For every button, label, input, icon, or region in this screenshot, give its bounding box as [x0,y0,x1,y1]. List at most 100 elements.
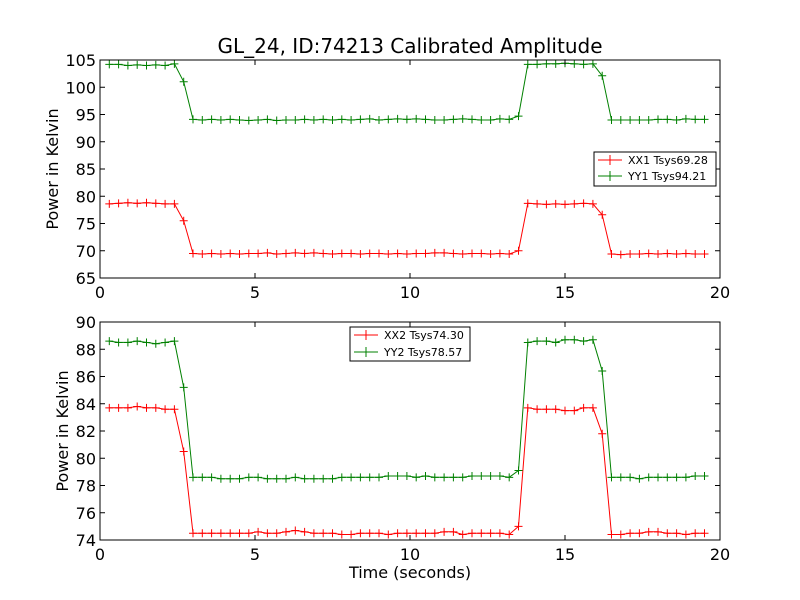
data-point [105,403,114,412]
data-point [616,250,625,259]
data-point [319,249,328,258]
data-point [449,115,458,124]
data-point [588,199,597,208]
y-tick-label: 75 [76,215,96,234]
data-point [384,471,393,480]
data-point [570,406,579,415]
data-point [365,114,374,123]
data-point [347,530,356,539]
y-tick-label: 95 [76,106,96,125]
data-point [356,250,365,259]
data-point [588,335,597,344]
data-point [142,338,151,347]
data-point [523,199,532,208]
top-chart-y-axis-label: Power in Kelvin [43,108,62,229]
data-point [402,250,411,259]
data-point [477,249,486,258]
data-point [486,529,495,538]
data-point [189,473,197,482]
data-point [328,474,337,483]
data-point [161,405,170,414]
data-point [514,466,523,475]
data-point [691,115,700,124]
data-point [272,474,281,483]
data-point [384,530,393,539]
data-point [365,473,374,482]
y-tick-label: 80 [76,187,96,206]
data-point [505,115,514,124]
y-tick-label: 85 [76,160,96,179]
data-point [505,530,514,539]
data-point [226,529,235,538]
data-point [161,338,170,347]
data-point [179,383,188,392]
y-tick-label: 84 [76,395,96,414]
legend-label-xx2: XX2 Tsys74.30 [384,329,464,342]
y-tick-label: 100 [65,78,96,97]
data-point [384,250,393,259]
data-point [691,529,700,538]
data-point [254,473,263,482]
y-tick-label: 74 [76,531,96,550]
y-tick-label: 70 [76,242,96,261]
data-point [468,529,476,538]
data-point [356,529,365,538]
data-point [207,249,216,258]
data-point [300,249,309,258]
x-tick-label: 20 [710,283,730,302]
data-point [616,473,625,482]
data-point [514,112,523,121]
data-point [133,199,142,208]
data-point [393,114,402,123]
data-point [142,198,151,207]
data-point [635,250,644,259]
data-point [291,248,300,257]
data-point [105,337,114,346]
data-point [291,526,300,535]
data-point [440,527,449,536]
data-point [654,527,662,536]
data-point [365,529,374,538]
data-point [672,529,681,538]
x-tick-label: 5 [250,545,260,564]
data-point [189,115,197,124]
data-point [681,530,690,539]
top-chart-series [105,59,709,259]
bottom-chart-series [105,335,709,539]
data-point [384,115,393,124]
data-point [337,530,346,539]
data-point [142,403,151,412]
data-point [626,250,635,259]
data-point [365,249,374,258]
data-point [421,471,430,480]
data-point [495,249,504,258]
data-point [151,199,160,208]
data-point [663,249,672,258]
data-point [319,529,328,538]
data-point [514,522,523,531]
data-point [254,115,263,124]
data-point [272,529,281,538]
data-point [402,471,411,480]
top-chart-legend: XX1 Tsys69.28 YY1 Tsys94.21 [593,151,717,187]
bottom-chart-legend: XX2 Tsys74.30 YY2 Tsys78.57 [349,326,471,362]
data-point [272,116,281,125]
data-point [672,250,681,259]
data-point [347,473,356,482]
data-point [263,248,272,257]
bottom-chart-y-axis-label: Power in Kelvin [53,370,72,491]
data-point [216,529,225,538]
data-point [207,115,216,124]
data-point [561,335,569,344]
y-tick-label: 88 [76,340,96,359]
data-point [263,474,272,483]
data-point [151,339,160,348]
data-point [198,250,207,259]
data-point [309,248,318,257]
x-tick-label: 15 [555,545,575,564]
data-point [216,474,225,483]
data-point [495,529,504,538]
x-axis-label: Time (seconds) [348,563,471,582]
data-point [235,250,244,259]
data-point [300,527,309,536]
